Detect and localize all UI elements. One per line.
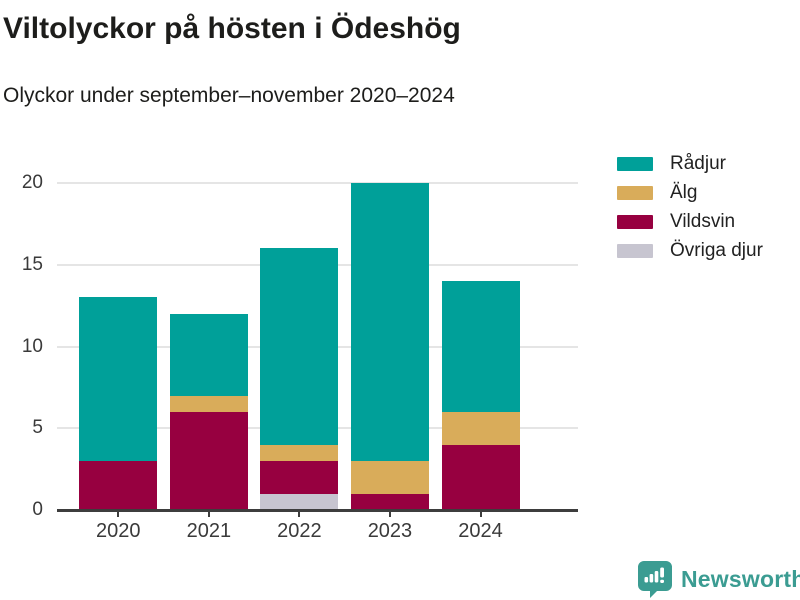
legend-swatch bbox=[617, 186, 653, 200]
legend-swatch bbox=[617, 244, 653, 258]
bar-segment--lg-2024 bbox=[441, 411, 520, 445]
chart-legend: Rådjur Älg Vildsvin Övriga djur bbox=[617, 153, 763, 261]
x-axis-tick-mark bbox=[298, 511, 301, 517]
bar-segment--lg-2023 bbox=[350, 460, 429, 494]
legend-swatch bbox=[617, 215, 653, 229]
bar-segment-r-djur-2024 bbox=[441, 281, 520, 412]
bar-segment--vriga-djur-2022 bbox=[260, 493, 339, 510]
bar-segment-vildsvin-2021 bbox=[169, 411, 248, 510]
x-axis-tick-mark bbox=[479, 511, 482, 517]
bar-segment-vildsvin-2024 bbox=[441, 444, 520, 510]
x-axis-tick-label: 2023 bbox=[367, 520, 413, 542]
x-axis-tick-mark bbox=[207, 511, 210, 517]
legend-item-vildsvin: Vildsvin bbox=[617, 211, 763, 232]
x-axis-tick-label: 2022 bbox=[277, 520, 322, 542]
bar-segment-r-djur-2022 bbox=[260, 248, 339, 445]
bar-segment-vildsvin-2023 bbox=[350, 493, 429, 510]
x-axis-line bbox=[57, 508, 578, 512]
legend-label: Övriga djur bbox=[670, 240, 763, 261]
bar-segment-vildsvin-2022 bbox=[260, 460, 339, 494]
x-axis-tick-mark bbox=[388, 511, 391, 517]
legend-item--lg: Älg bbox=[617, 182, 763, 203]
bar-segment-r-djur-2021 bbox=[169, 313, 248, 396]
page-subtitle: Olyckor under september–november 2020–20… bbox=[3, 84, 455, 107]
newsworthy-brand: Newsworthy bbox=[638, 561, 800, 598]
x-axis-tick-label: 2020 bbox=[96, 520, 141, 542]
y-axis-tick-label: 20 bbox=[21, 172, 43, 193]
legend-label: Vildsvin bbox=[670, 211, 736, 232]
bar-segment--lg-2022 bbox=[260, 444, 339, 461]
bar-segment--lg-2021 bbox=[169, 395, 248, 412]
bar-segment-vildsvin-2020 bbox=[79, 460, 158, 510]
brand-wordmark: Newsworthy bbox=[681, 566, 800, 592]
y-axis-tick-label: 0 bbox=[32, 499, 43, 520]
y-axis-tick-label: 10 bbox=[21, 335, 43, 357]
bar-chart-speech-bubble-icon bbox=[638, 561, 672, 598]
page-title: Viltolyckor på hösten i Ödeshög bbox=[3, 12, 461, 45]
legend-swatch bbox=[617, 157, 653, 171]
x-axis-tick-label: 2021 bbox=[186, 520, 232, 542]
legend-label: Rådjur bbox=[670, 153, 726, 174]
legend-item--vriga-djur: Övriga djur bbox=[617, 240, 763, 261]
x-axis-tick-mark bbox=[117, 511, 120, 517]
y-axis-tick-label: 15 bbox=[21, 253, 43, 275]
bar-segment-r-djur-2020 bbox=[79, 297, 158, 461]
bar-segment-r-djur-2023 bbox=[350, 183, 429, 461]
x-axis-tick-label: 2024 bbox=[458, 520, 503, 542]
legend-item-r-djur: Rådjur bbox=[617, 153, 763, 174]
legend-label: Älg bbox=[670, 182, 698, 203]
gridline-y-20 bbox=[57, 182, 578, 184]
y-axis-tick-label: 5 bbox=[32, 417, 43, 439]
